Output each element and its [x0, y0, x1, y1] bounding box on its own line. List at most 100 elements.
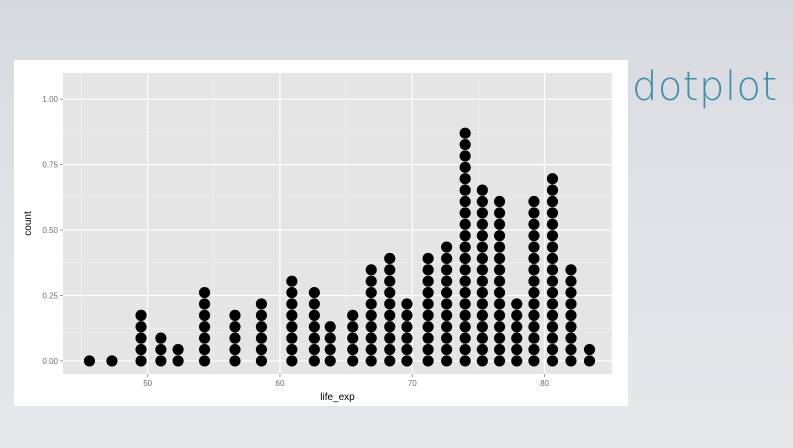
- dot-16-0: [441, 355, 453, 367]
- dot-9-6: [308, 287, 320, 299]
- dot-11-1: [347, 343, 359, 356]
- dot-23-0: [565, 355, 577, 367]
- dot-22-11: [546, 230, 559, 242]
- dot-17-7: [459, 275, 471, 287]
- dot-10-0: [324, 355, 336, 367]
- dot-19-3: [493, 321, 506, 333]
- dot-17-3: [459, 321, 471, 333]
- dot-19-8: [493, 264, 506, 276]
- dot-22-4: [546, 309, 559, 321]
- dot-14-0: [401, 355, 413, 367]
- dot-21-4: [528, 309, 540, 321]
- dot-16-10: [441, 241, 453, 253]
- dot-15-0: [422, 355, 434, 367]
- dot-23-8: [565, 264, 577, 276]
- dot-7-1: [255, 343, 268, 356]
- dot-16-9: [441, 252, 453, 265]
- dot-22-6: [546, 287, 559, 299]
- dot-20-2: [511, 332, 523, 344]
- dot-17-13: [459, 207, 471, 219]
- dot-10-2: [324, 332, 336, 344]
- dot-21-7: [528, 275, 540, 287]
- dot-4-1: [172, 343, 184, 356]
- dot-0-0: [83, 355, 96, 367]
- dot-21-13: [528, 207, 540, 219]
- dot-8-1: [286, 343, 298, 356]
- dot-17-10: [459, 241, 471, 253]
- dot-15-4: [422, 309, 434, 321]
- dot-19-10: [493, 241, 506, 253]
- dot-22-3: [546, 321, 559, 333]
- dot-17-8: [459, 264, 471, 276]
- dot-21-10: [528, 241, 540, 253]
- dot-13-6: [384, 287, 396, 299]
- dot-11-2: [347, 332, 359, 344]
- dot-2-3: [135, 321, 147, 333]
- dot-13-0: [384, 355, 396, 367]
- dot-14-5: [401, 298, 413, 310]
- dot-22-0: [546, 355, 559, 367]
- dot-23-3: [565, 321, 577, 333]
- dot-16-8: [441, 264, 453, 276]
- dot-21-8: [528, 264, 540, 276]
- dot-6-1: [229, 343, 241, 356]
- dot-14-3: [401, 321, 413, 333]
- dot-18-10: [476, 241, 488, 253]
- dot-24-0: [583, 355, 596, 367]
- dot-18-2: [476, 332, 488, 344]
- dot-23-6: [565, 287, 577, 299]
- dot-17-9: [459, 252, 471, 265]
- dot-15-6: [422, 287, 434, 299]
- dot-22-13: [546, 207, 559, 219]
- dot-22-8: [546, 264, 559, 276]
- dot-20-1: [511, 343, 523, 356]
- dot-19-0: [493, 355, 506, 367]
- dot-18-4: [476, 309, 488, 321]
- dot-20-3: [511, 321, 523, 333]
- dot-7-0: [255, 355, 268, 367]
- dot-15-2: [422, 332, 434, 344]
- dot-13-7: [384, 275, 396, 287]
- dot-5-2: [198, 332, 211, 344]
- y-tick-label: 0.00: [42, 357, 58, 366]
- dot-5-1: [198, 343, 211, 356]
- dot-23-2: [565, 332, 577, 344]
- dot-8-0: [286, 355, 298, 367]
- dot-16-1: [441, 343, 453, 356]
- dot-13-9: [384, 252, 396, 265]
- dot-16-7: [441, 275, 453, 287]
- dot-8-2: [286, 332, 298, 344]
- x-tick-label: 70: [408, 379, 417, 388]
- dot-3-0: [155, 355, 167, 367]
- dot-4-0: [172, 355, 184, 367]
- dot-17-2: [459, 332, 471, 344]
- y-tick-label: 1.00: [42, 95, 58, 104]
- dot-17-16: [459, 173, 471, 185]
- dot-18-14: [476, 195, 488, 208]
- dot-21-12: [528, 218, 540, 230]
- dot-20-4: [511, 309, 523, 321]
- dot-18-15: [476, 184, 488, 196]
- dot-11-3: [347, 321, 359, 333]
- dot-3-1: [155, 343, 167, 356]
- dot-17-4: [459, 309, 471, 321]
- dot-23-4: [565, 309, 577, 321]
- dot-23-7: [565, 275, 577, 287]
- dot-10-1: [324, 343, 336, 356]
- y-axis-title: count: [23, 211, 34, 236]
- dot-19-7: [493, 275, 506, 287]
- dot-6-0: [229, 355, 241, 367]
- dot-13-2: [384, 332, 396, 344]
- dot-15-8: [422, 264, 434, 276]
- dot-8-4: [286, 309, 298, 321]
- dot-15-7: [422, 275, 434, 287]
- dot-2-4: [135, 309, 147, 321]
- dot-20-0: [511, 355, 523, 367]
- dot-9-1: [308, 343, 320, 356]
- dot-18-0: [476, 355, 488, 367]
- dot-5-3: [198, 321, 211, 333]
- dot-21-1: [528, 343, 540, 356]
- dot-16-4: [441, 309, 453, 321]
- dot-11-4: [347, 309, 359, 321]
- dot-18-5: [476, 298, 488, 310]
